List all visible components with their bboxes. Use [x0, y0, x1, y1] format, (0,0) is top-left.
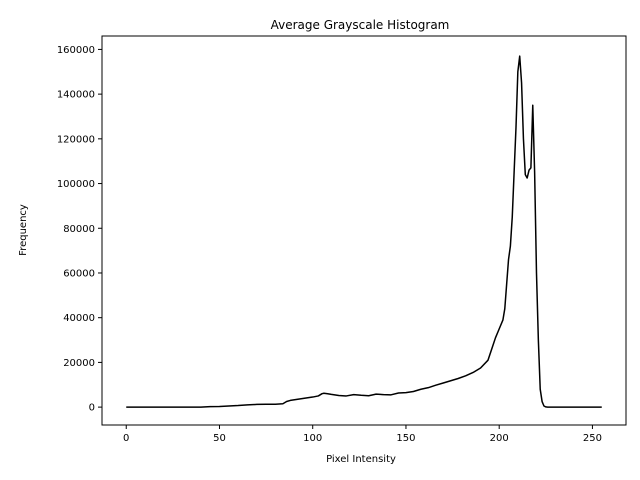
y-tick-label: 0 [89, 403, 95, 414]
y-tick-label: 40000 [63, 313, 95, 324]
y-axis-ticks: 0 20000 40000 60000 80000 100000 120000 140000 1… [57, 45, 102, 414]
x-axis-label: Pixel Intensity [326, 454, 396, 465]
y-tick-label: 120000 [57, 134, 95, 145]
y-tick-label: 60000 [63, 268, 95, 279]
x-tick-label: 150 [396, 433, 415, 444]
y-tick-label: 80000 [63, 224, 95, 235]
y-tick-label: 100000 [57, 179, 95, 190]
y-tick-label: 20000 [63, 358, 95, 369]
y-axis-label: Frequency [18, 204, 29, 256]
x-axis-ticks: 0 50 100 150 200 250 [123, 425, 602, 444]
chart-title: Average Grayscale Histogram [271, 18, 450, 32]
x-tick-label: 50 [213, 433, 226, 444]
x-tick-label: 0 [123, 433, 129, 444]
plot-frame [101, 35, 627, 426]
x-tick-label: 250 [583, 433, 602, 444]
x-tick-label: 200 [490, 433, 509, 444]
x-tick-label: 100 [303, 433, 322, 444]
series-line [126, 55, 602, 408]
y-tick-label: 160000 [57, 45, 95, 56]
plot-area [126, 55, 602, 408]
y-tick-label: 140000 [57, 90, 95, 101]
